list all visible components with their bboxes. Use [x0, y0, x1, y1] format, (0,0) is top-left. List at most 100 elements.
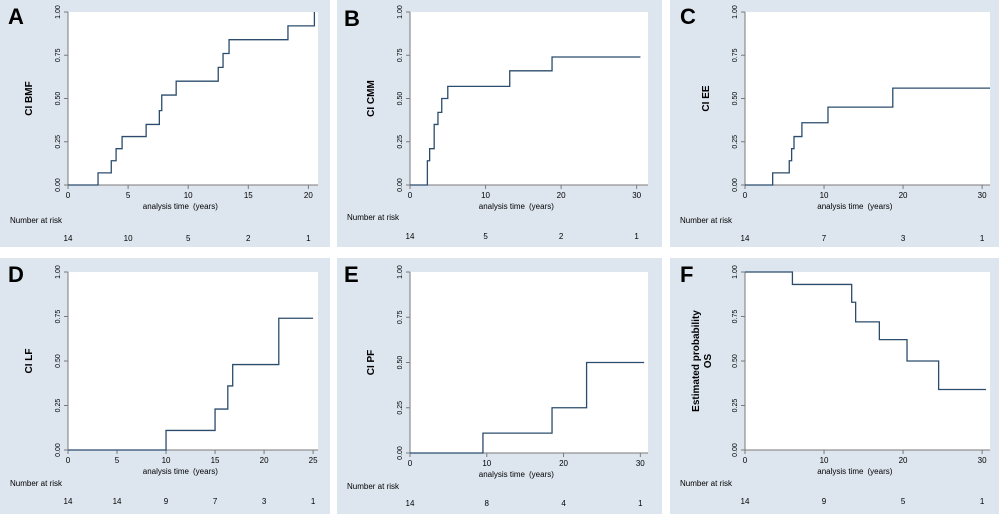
x-tick-label: 0 — [743, 191, 748, 200]
y-tick-label: 1.00 — [55, 5, 62, 19]
x-tick-label: 20 — [304, 191, 313, 200]
y-tick-label: 0.25 — [397, 401, 404, 415]
risk-count: 2 — [558, 232, 564, 241]
risk-count: 14 — [405, 232, 415, 241]
risk-count: 9 — [821, 497, 827, 506]
x-tick-label: 15 — [244, 191, 253, 200]
x-tick-label: 20 — [557, 191, 566, 200]
x-tick-label: 15 — [211, 456, 220, 465]
y-tick-label: 0.75 — [397, 48, 404, 62]
y-axis-title-line2: OS — [703, 353, 714, 368]
risk-count: 14 — [112, 497, 122, 506]
panel-letter: E — [344, 262, 359, 287]
step-curve — [410, 361, 645, 454]
risk-label: Number at risk — [680, 216, 733, 225]
x-tick-label: 10 — [820, 191, 829, 200]
x-axis-unit: (years) — [529, 470, 554, 479]
risk-count: 5 — [483, 232, 488, 241]
risk-count: 1 — [638, 499, 643, 508]
plot-area — [68, 12, 318, 185]
x-tick-label: 10 — [481, 191, 490, 200]
y-tick-label: 0.00 — [397, 446, 404, 460]
x-tick-label: 10 — [482, 459, 491, 468]
panel-e: E 0.00 0.25 0.50 0.75 1.00 0 10 20 30 analysis tim… — [337, 258, 662, 514]
x-tick-label: 20 — [899, 456, 908, 465]
risk-count: 14 — [405, 499, 415, 508]
chart-svg: 0.00 0.25 0.50 0.75 1.00 0 10 20 30 analysis time… — [701, 5, 990, 211]
risk-count: 8 — [484, 499, 489, 508]
x-tick-label: 5 — [115, 456, 120, 465]
panel-a: A 0.00 0.25 0.50 0.75 1.00 0 5 10 15 20 analysis ti… — [0, 0, 330, 247]
x-tick-label: 25 — [309, 456, 318, 465]
x-tick-label: 30 — [978, 456, 987, 465]
x-tick-label: 0 — [408, 459, 413, 468]
risk-count: 1 — [634, 232, 639, 241]
risk-count: 7 — [212, 497, 218, 506]
panel-letter: A — [8, 4, 24, 29]
y-tick-label: 0.75 — [732, 48, 739, 62]
risk-count: 3 — [261, 497, 267, 506]
x-axis-unit: (years) — [868, 467, 893, 476]
risk-count: 7 — [821, 234, 827, 243]
panel-f: F 0.00 0.25 0.50 0.75 1.00 0 10 20 30 analysis tim… — [670, 258, 999, 514]
x-tick-label: 0 — [408, 191, 413, 200]
chart-svg: 0.00 0.25 0.50 0.75 1.00 0 10 20 30 analysis time… — [366, 265, 648, 479]
x-axis-unit: (years) — [193, 467, 218, 476]
y-tick-label: 0.50 — [397, 356, 404, 370]
plot-area — [745, 12, 990, 185]
risk-count: 9 — [163, 497, 169, 506]
chart-svg: 0.00 0.25 0.50 0.75 1.00 0 5 10 15 20 25 analysis t… — [24, 265, 318, 476]
y-tick-label: 0.25 — [732, 135, 739, 149]
panel-letter: B — [344, 6, 360, 31]
x-axis-unit: (years) — [868, 202, 893, 211]
x-axis-title: analysis time — [817, 467, 864, 476]
y-tick-label: 0.50 — [732, 354, 739, 368]
x-tick-label: 20 — [899, 191, 908, 200]
y-axis-title: CI LF — [24, 349, 35, 374]
x-tick-label: 0 — [66, 191, 71, 200]
chart-svg: 0.00 0.25 0.50 0.75 1.00 0 10 20 30 analysis time… — [366, 5, 648, 211]
step-curve — [745, 271, 987, 391]
x-tick-label: 0 — [743, 456, 748, 465]
y-tick-label: 0.50 — [55, 92, 62, 106]
x-axis-title: analysis time — [143, 202, 190, 211]
y-tick-label: 0.00 — [732, 443, 739, 457]
plot-area — [68, 272, 318, 450]
y-axis-title: CI BMF — [24, 81, 35, 115]
x-axis-title: analysis time — [479, 202, 526, 211]
x-axis-title: analysis time — [479, 470, 526, 479]
y-tick-label: 0.00 — [55, 178, 62, 192]
risk-count: 3 — [900, 234, 906, 243]
risk-count: 14 — [740, 234, 750, 243]
x-tick-label: 30 — [636, 459, 645, 468]
chart-svg: 0.00 0.25 0.50 0.75 1.00 0 5 10 15 20 analysis tim… — [24, 5, 318, 211]
y-tick-label: 0.25 — [397, 135, 404, 149]
risk-count: 1 — [979, 497, 985, 506]
risk-count: 10 — [123, 234, 133, 243]
x-tick-label: 5 — [126, 191, 131, 200]
y-tick-label: 0.75 — [55, 310, 62, 324]
risk-label: Number at risk — [10, 216, 63, 225]
risk-label: Number at risk — [347, 213, 400, 222]
y-tick-label: 0.25 — [55, 399, 62, 413]
panel-letter: D — [8, 262, 24, 287]
y-tick-label: 0.00 — [397, 178, 404, 192]
y-tick-label: 0.00 — [55, 443, 62, 457]
chart-svg: 0.00 0.25 0.50 0.75 1.00 0 10 20 30 analysis time… — [691, 265, 990, 476]
x-tick-label: 10 — [820, 456, 829, 465]
panel-letter: F — [680, 262, 694, 287]
y-tick-label: 0.50 — [732, 92, 739, 106]
risk-count: 2 — [246, 234, 251, 243]
y-tick-label: 0.75 — [732, 310, 739, 324]
y-tick-label: 1.00 — [732, 265, 739, 279]
plot-area — [410, 12, 648, 185]
risk-count: 5 — [185, 234, 191, 243]
x-tick-label: 10 — [162, 456, 171, 465]
x-tick-label: 30 — [632, 191, 641, 200]
y-tick-label: 0.00 — [732, 178, 739, 192]
risk-count: 14 — [63, 497, 73, 506]
panel-c: C 0.00 0.25 0.50 0.75 1.00 0 10 20 30 analysis tim… — [670, 0, 999, 247]
y-tick-label: 1.00 — [55, 265, 62, 279]
x-tick-label: 10 — [184, 191, 193, 200]
